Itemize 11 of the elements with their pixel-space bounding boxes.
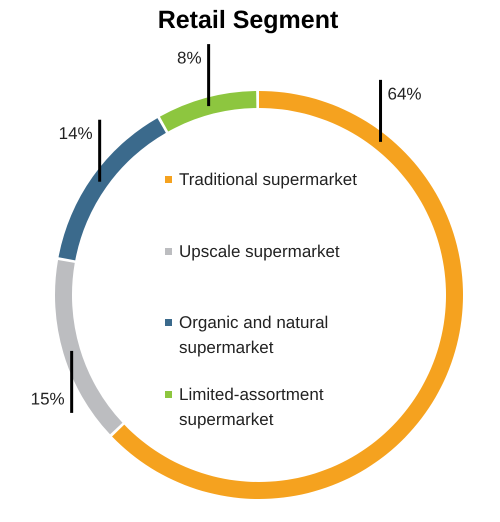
- legend-label: Upscale supermarket: [179, 240, 340, 262]
- chart-title: Retail Segment: [156, 6, 340, 35]
- data-label: 14%: [58, 124, 93, 144]
- data-label: 8%: [177, 48, 202, 68]
- legend-label: Limited-assortment supermarket: [179, 384, 325, 430]
- donut-slice: [58, 118, 166, 260]
- legend-label: Organic and natural supermarket: [179, 312, 330, 359]
- donut-slice: [160, 91, 256, 132]
- legend-label: Traditional supermarket: [179, 169, 357, 191]
- data-label: 15%: [30, 389, 65, 408]
- data-label: 64%: [388, 84, 422, 104]
